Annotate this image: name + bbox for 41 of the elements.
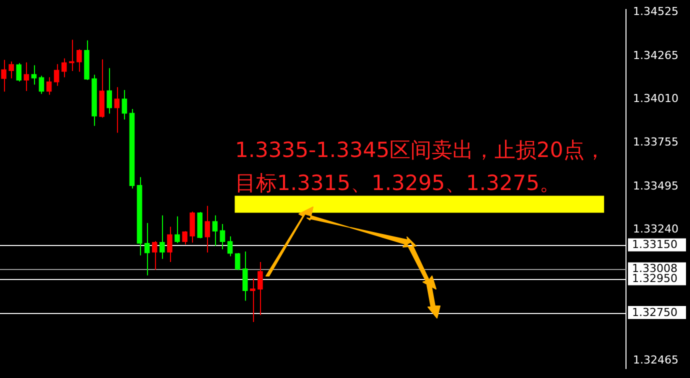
y-tick-label: 1.33755 bbox=[633, 135, 678, 148]
annotation: 1.3335-1.3345区间卖出，止损20点， bbox=[235, 137, 606, 164]
candlestick bbox=[122, 89, 128, 120]
y-tick-label: 1.33495 bbox=[633, 179, 678, 192]
candlestick bbox=[8, 61, 14, 79]
candlestick bbox=[38, 75, 44, 94]
candlestick bbox=[160, 214, 165, 260]
candlestick bbox=[61, 58, 67, 78]
candlestick bbox=[106, 68, 112, 114]
annotation: 目标1.3315、1.3295、1.3275。 bbox=[235, 170, 562, 197]
candlestick bbox=[167, 226, 172, 262]
candlestick bbox=[204, 205, 210, 253]
candlestick bbox=[174, 216, 180, 244]
y-tick-label: 1.32465 bbox=[633, 354, 678, 367]
candlestick bbox=[212, 214, 218, 246]
candlestick bbox=[24, 62, 30, 92]
candlestick bbox=[144, 222, 150, 276]
candlestick bbox=[46, 76, 52, 96]
candlestick bbox=[16, 62, 22, 82]
candlestick bbox=[114, 86, 120, 134]
candlestick bbox=[250, 278, 256, 323]
candlestick bbox=[190, 211, 195, 244]
candlestick bbox=[182, 230, 188, 246]
y-tick-label: 1.34010 bbox=[633, 92, 678, 106]
candlestick bbox=[242, 250, 248, 302]
candlestick bbox=[69, 39, 74, 72]
y-tick-label: 1.34265 bbox=[633, 49, 678, 62]
candlestick bbox=[76, 48, 82, 72]
y-tick-label: 1.33240 bbox=[633, 222, 678, 236]
ref-line-label: 1.32950 bbox=[632, 272, 678, 286]
candlestick bbox=[54, 64, 60, 86]
candlestick bbox=[1, 59, 6, 92]
candlestick bbox=[220, 224, 226, 250]
candlestick bbox=[234, 252, 240, 271]
y-tick-label: 1.34525 bbox=[633, 5, 678, 18]
candlestick bbox=[31, 64, 37, 86]
candlestick bbox=[152, 240, 158, 270]
candlestick bbox=[227, 236, 233, 257]
ref-line-label: 1.32750 bbox=[632, 306, 678, 319]
ref-line-label: 1.33150 bbox=[632, 238, 678, 252]
candlestick bbox=[258, 261, 263, 316]
